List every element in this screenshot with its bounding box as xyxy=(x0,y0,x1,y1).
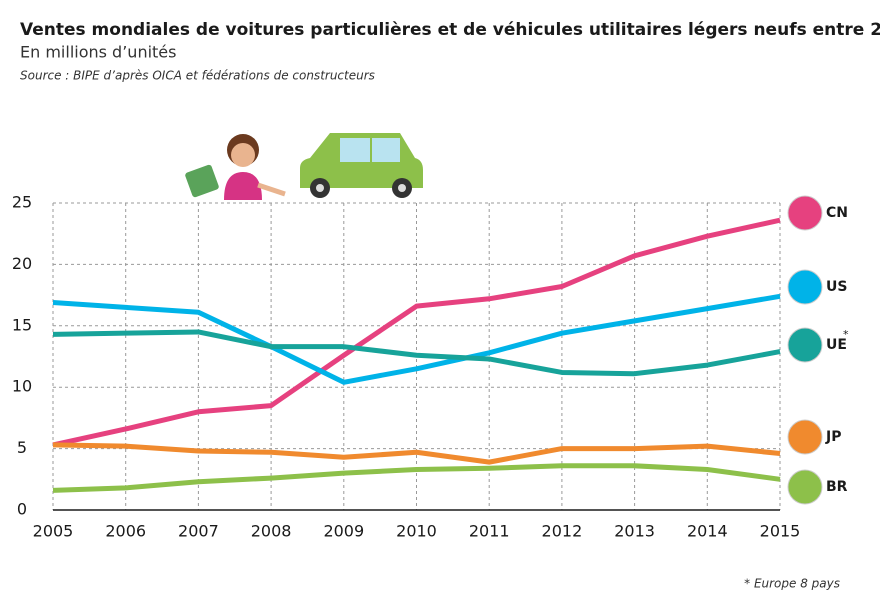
legend-flag xyxy=(787,327,823,363)
y-tick-label: 25 xyxy=(12,193,32,212)
x-tick-label: 2015 xyxy=(760,522,801,541)
y-tick-label: 20 xyxy=(12,254,32,273)
y-tick-label: 15 xyxy=(12,315,32,334)
x-tick-label: 2009 xyxy=(323,522,364,541)
series-line xyxy=(52,442,781,465)
series-line xyxy=(52,329,781,377)
y-tick-label: 0 xyxy=(17,500,27,519)
legend-label: US xyxy=(826,279,847,295)
legend-label: UE xyxy=(826,337,847,353)
y-tick-label: 10 xyxy=(12,377,32,396)
footnote: * Europe 8 pays xyxy=(744,577,840,591)
source: Source : BIPE d’après OICA et fédération… xyxy=(20,69,375,83)
legend-label: JP xyxy=(825,429,841,445)
y-tick-label: 5 xyxy=(17,438,27,457)
series-line xyxy=(52,217,781,448)
legend-flag xyxy=(787,269,823,305)
x-tick-label: 2011 xyxy=(469,522,510,541)
x-tick-label: 2008 xyxy=(251,522,292,541)
x-tick-label: 2007 xyxy=(178,522,219,541)
chart-title: Ventes mondiales de voitures particulièr… xyxy=(20,20,880,40)
legend-flag xyxy=(787,469,823,505)
x-tick-label: 2010 xyxy=(396,522,437,541)
legend-flag xyxy=(787,419,823,455)
x-tick-label: 2013 xyxy=(614,522,655,541)
chart-subtitle: En millions d’unités xyxy=(20,43,176,62)
series-line xyxy=(52,463,781,493)
x-tick-label: 2014 xyxy=(687,522,728,541)
x-tick-label: 2006 xyxy=(105,522,146,541)
x-tick-label: 2005 xyxy=(33,522,74,541)
series-line xyxy=(52,293,781,385)
footnote-marker: * xyxy=(843,328,849,341)
legend-label: BR xyxy=(826,479,848,495)
x-tick-label: 2012 xyxy=(542,522,583,541)
legend-label: CN xyxy=(826,205,848,221)
legend-flag xyxy=(787,195,823,231)
illustration xyxy=(185,133,423,200)
